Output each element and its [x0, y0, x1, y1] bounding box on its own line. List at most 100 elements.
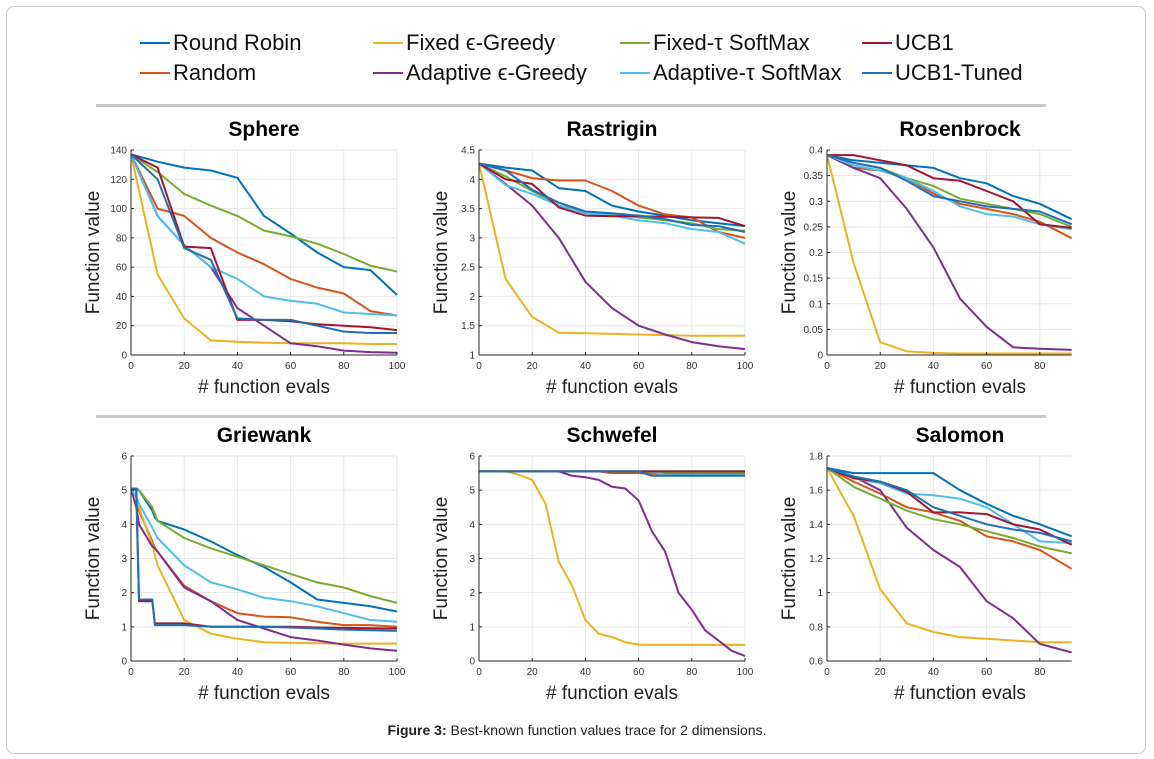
x-tick-label: 20: [875, 667, 887, 678]
y-tick-label: 0.1: [809, 299, 823, 310]
y-tick-label: 0.05: [804, 325, 824, 336]
series-line: [131, 487, 398, 604]
x-tick-label: 0: [476, 361, 482, 372]
series-line: [131, 154, 397, 345]
plot-salomon: Salomon 0 20 40 60 80 0.6 0.8 1 1.2 1.4 1.6 1.8 # fun…: [776, 418, 1116, 713]
y-tick-label: 3: [469, 233, 475, 244]
x-tick-label: 100: [737, 361, 754, 372]
legend-swatch: [862, 42, 892, 44]
plot-sphere: Sphere 0 20 40 60 80 100 0 20 40 60 80 100 120 140 # fu…: [80, 112, 420, 407]
y-tick-label: 0.25: [804, 222, 824, 233]
y-axis-label: Function value: [779, 191, 800, 315]
series-line: [131, 153, 398, 317]
x-tick-label: 0: [128, 361, 134, 372]
x-tick-label: 60: [633, 667, 645, 678]
y-tick-label: 0: [817, 351, 823, 362]
legend-item: UCB1: [862, 30, 954, 56]
y-tick-label: 1: [469, 351, 475, 362]
y-tick-label: 2.5: [461, 263, 475, 274]
legend-label: Fixed ϵ-Greedy: [406, 30, 556, 55]
legend-label: Adaptive-τ SoftMax: [653, 60, 842, 85]
separator-middle: [96, 415, 1046, 418]
series-line: [131, 153, 398, 296]
plot-rosenbrock: Rosenbrock 0 20 40 60 80 0 0.05 0.1 0.15 0.2 0.25 0.…: [776, 112, 1116, 407]
y-tick-label: 80: [116, 233, 128, 244]
y-tick-label: 60: [116, 263, 128, 274]
series-line: [827, 154, 1072, 229]
series-line: [479, 470, 745, 477]
y-tick-label: 3: [469, 554, 475, 565]
caption-label: Figure 3:: [387, 722, 447, 738]
x-axis-label: # function evals: [894, 683, 1026, 704]
legend-item: Adaptive-τ SoftMax: [620, 60, 841, 86]
series-line: [479, 163, 745, 337]
series-line: [131, 487, 398, 632]
x-tick-label: 100: [389, 361, 406, 372]
y-tick-label: 2: [469, 292, 475, 303]
legend-item: Fixed ϵ-Greedy: [373, 30, 555, 56]
series-line: [827, 467, 1072, 543]
series-line: [479, 162, 746, 239]
y-tick-label: 140: [110, 146, 127, 157]
x-tick-label: 60: [981, 361, 993, 372]
chart-title: Sphere: [228, 118, 299, 141]
x-tick-label: 40: [232, 361, 244, 372]
x-axis-label: # function evals: [546, 377, 678, 398]
y-tick-label: 0: [469, 657, 475, 668]
legend-label: Fixed-τ SoftMax: [653, 30, 810, 55]
y-tick-label: 0.8: [809, 622, 823, 633]
legend-swatch: [373, 72, 403, 74]
x-tick-label: 40: [928, 667, 940, 678]
legend: Round Robin Fixed ϵ-Greedy Fixed-τ SoftMax…: [140, 30, 1060, 92]
legend-swatch: [862, 72, 892, 74]
y-tick-label: 0: [121, 657, 127, 668]
series-line: [479, 162, 746, 351]
series-line: [827, 154, 1073, 221]
y-axis-label: Function value: [779, 497, 800, 621]
y-tick-label: 40: [116, 292, 128, 303]
x-axis-label: # function evals: [198, 377, 330, 398]
x-tick-label: 80: [686, 667, 698, 678]
separator-top: [96, 104, 1046, 107]
legend-swatch: [620, 42, 650, 44]
y-tick-label: 0.6: [809, 657, 823, 668]
y-tick-label: 1.2: [809, 554, 823, 565]
y-tick-label: 0: [121, 351, 127, 362]
series-line: [131, 487, 398, 623]
series-line: [827, 154, 1072, 351]
legend-item: UCB1-Tuned: [862, 60, 1023, 86]
y-tick-label: 20: [116, 321, 128, 332]
chart-title: Griewank: [217, 424, 312, 447]
y-axis-label: Function value: [431, 191, 452, 315]
x-tick-label: 20: [179, 667, 191, 678]
legend-label: Random: [173, 60, 257, 85]
x-tick-label: 60: [633, 361, 645, 372]
y-tick-label: 4: [469, 175, 475, 186]
series-line: [827, 467, 1073, 538]
x-tick-label: 40: [580, 667, 592, 678]
legend-swatch: [373, 42, 403, 44]
y-tick-label: 1.4: [809, 520, 823, 531]
y-tick-label: 5: [121, 486, 127, 497]
x-tick-label: 40: [580, 361, 592, 372]
y-tick-label: 1: [469, 622, 475, 633]
y-tick-label: 0.15: [804, 274, 824, 285]
legend-swatch: [140, 72, 170, 74]
y-tick-label: 4: [469, 520, 475, 531]
x-tick-label: 40: [928, 361, 940, 372]
x-tick-label: 80: [686, 361, 698, 372]
y-tick-label: 1.6: [809, 486, 823, 497]
x-tick-label: 100: [389, 667, 406, 678]
chart-title: Salomon: [916, 424, 1005, 447]
caption-text: Best-known function values trace for 2 d…: [446, 722, 767, 738]
y-tick-label: 1: [817, 588, 823, 599]
legend-item: Fixed-τ SoftMax: [620, 30, 810, 56]
y-tick-label: 6: [469, 452, 475, 463]
x-axis-label: # function evals: [894, 377, 1026, 398]
legend-item: Round Robin: [140, 30, 301, 56]
plot-schwefel: Schwefel 0 20 40 60 80 100 0 1 2 3 4 5 6 # function ev…: [428, 418, 768, 713]
series-line: [827, 154, 1073, 226]
y-tick-label: 5: [469, 486, 475, 497]
x-axis-label: # function evals: [198, 683, 330, 704]
y-tick-label: 1: [121, 622, 127, 633]
